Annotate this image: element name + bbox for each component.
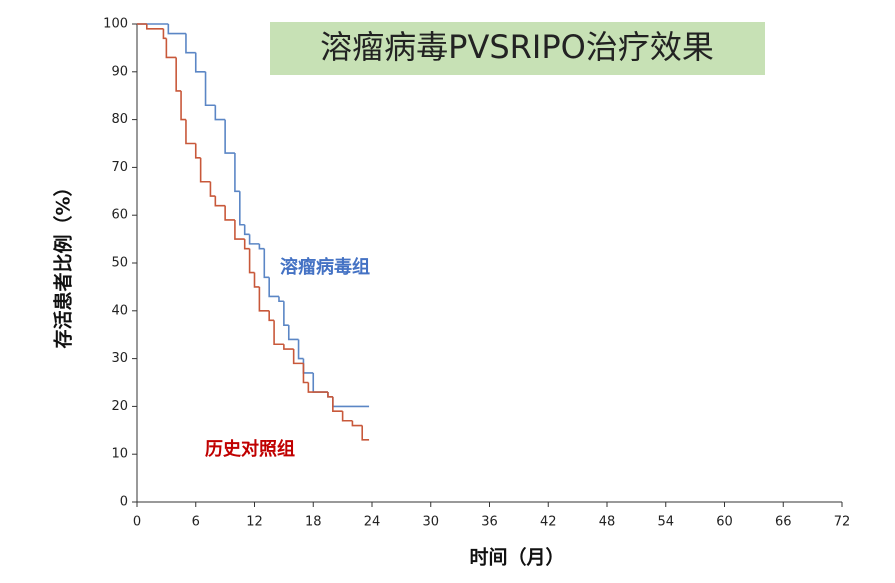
km-step	[332, 396, 370, 408]
x-tick-label: 12	[246, 515, 263, 530]
km-step	[341, 411, 353, 422]
km-step	[175, 57, 182, 92]
x-tick-label: 24	[364, 515, 381, 530]
km-step	[145, 24, 164, 30]
chart-title: 溶瘤病毒PVSRIPO治疗效果	[320, 28, 714, 66]
km-step	[302, 363, 309, 384]
km-step	[248, 234, 260, 245]
km-step	[258, 243, 265, 250]
km-step	[224, 119, 235, 154]
km-step	[214, 196, 226, 207]
x-tick-label: 72	[834, 515, 851, 530]
km-step	[268, 310, 275, 322]
km-step	[239, 191, 245, 226]
km-step	[243, 239, 250, 250]
x-tick-label: 48	[599, 515, 616, 530]
km-step	[209, 181, 216, 197]
y-tick-label: 100	[103, 17, 128, 32]
km-step	[332, 396, 343, 412]
km-step	[194, 52, 206, 73]
km-step	[167, 24, 186, 35]
km-step	[194, 143, 201, 159]
km-step	[234, 219, 245, 240]
km-step	[199, 157, 211, 183]
y-tick-label: 40	[111, 303, 128, 318]
km-step	[327, 392, 333, 398]
x-tick-label: 66	[775, 515, 792, 530]
x-tick-label: 36	[481, 515, 498, 530]
series-label: 溶瘤病毒组	[280, 256, 370, 278]
km-step	[278, 296, 284, 303]
km-step	[292, 349, 304, 365]
km-step	[302, 358, 314, 374]
km-step	[283, 344, 294, 350]
km-step	[234, 153, 240, 193]
km-step	[351, 420, 363, 427]
series-label: 历史对照组	[205, 438, 295, 460]
km-step	[214, 105, 226, 121]
km-step	[253, 272, 260, 288]
km-step	[185, 119, 196, 145]
km-step	[312, 372, 328, 393]
y-tick-label: 70	[111, 160, 128, 175]
x-tick-label: 0	[133, 515, 141, 530]
x-tick-label: 18	[305, 515, 322, 530]
km-step	[162, 28, 167, 40]
y-tick-label: 10	[111, 447, 128, 462]
y-tick-label: 0	[120, 495, 128, 510]
km-step	[297, 339, 304, 360]
x-tick-label: 42	[540, 515, 557, 530]
x-tick-label: 6	[192, 515, 200, 530]
km-step	[165, 38, 177, 59]
km-step	[287, 325, 299, 341]
x-tick-label: 30	[422, 515, 439, 530]
km-step	[243, 224, 250, 236]
km-step	[361, 425, 370, 441]
km-step	[283, 301, 289, 326]
km-step	[263, 248, 270, 279]
km-step	[307, 382, 328, 393]
km-step	[258, 286, 270, 312]
km-step	[268, 277, 279, 298]
y-tick-label: 20	[111, 399, 128, 414]
km-step	[224, 205, 235, 221]
km-step	[273, 320, 284, 346]
y-tick-label: 90	[111, 64, 128, 79]
y-tick-label: 30	[111, 351, 128, 366]
x-tick-label: 54	[657, 515, 674, 530]
y-tick-label: 50	[111, 256, 128, 271]
title-box	[270, 22, 765, 75]
x-axis-label: 时间（月）	[469, 546, 564, 569]
km-step	[204, 71, 216, 107]
y-tick-label: 80	[111, 112, 128, 127]
y-axis-label: 存活患者比例（%）	[52, 177, 75, 348]
km-step	[248, 248, 255, 274]
km-step	[185, 33, 196, 54]
x-tick-label: 60	[716, 515, 733, 530]
km-step	[180, 90, 186, 121]
y-tick-label: 60	[111, 208, 128, 223]
